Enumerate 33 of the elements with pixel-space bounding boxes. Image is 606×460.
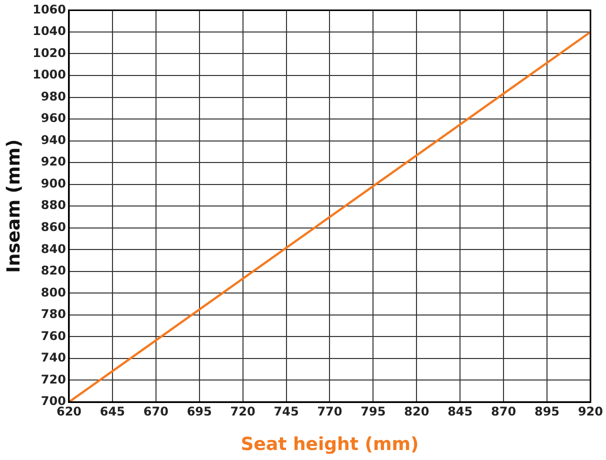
x-tick-label: 820	[404, 404, 430, 418]
y-tick-label: 920	[40, 154, 66, 169]
x-axis-title: Seat height (mm)	[240, 434, 419, 455]
y-tick-label: 940	[40, 132, 66, 147]
x-tick-label: 745	[274, 404, 299, 418]
x-tick-label: 645	[100, 404, 125, 418]
y-tick-label: 760	[40, 328, 66, 343]
y-tick-label: 840	[40, 242, 66, 256]
x-tick-label: 695	[186, 404, 212, 418]
y-axis-title: Inseam (mm)	[3, 139, 24, 273]
x-tick-label: 795	[360, 404, 386, 418]
x-tick-label: 845	[448, 404, 473, 418]
y-tick-label: 1020	[32, 46, 66, 60]
y-tick-label: 980	[40, 89, 66, 104]
y-tick-label: 880	[40, 198, 66, 212]
x-tick-label: 620	[56, 404, 82, 418]
y-tick-label: 900	[40, 176, 66, 190]
y-tick-label: 1040	[32, 24, 66, 38]
y-tick-label: 800	[40, 285, 66, 300]
y-tick-label: 720	[40, 372, 66, 386]
y-tick-label: 960	[40, 111, 66, 126]
x-tick-label: 720	[230, 404, 256, 418]
y-tick-label: 740	[40, 350, 66, 365]
y-tick-label: 780	[40, 307, 66, 322]
x-tick-label: 670	[143, 404, 168, 418]
y-tick-label: 820	[40, 264, 66, 278]
y-tick-label: 1060	[32, 2, 66, 16]
y-tick-label: 1000	[32, 68, 66, 82]
x-tick-label: 895	[534, 404, 560, 418]
x-tick-label: 920	[578, 404, 604, 418]
x-tick-label: 870	[491, 404, 516, 418]
y-tick-label: 860	[40, 220, 66, 234]
x-tick-label: 770	[317, 404, 342, 418]
